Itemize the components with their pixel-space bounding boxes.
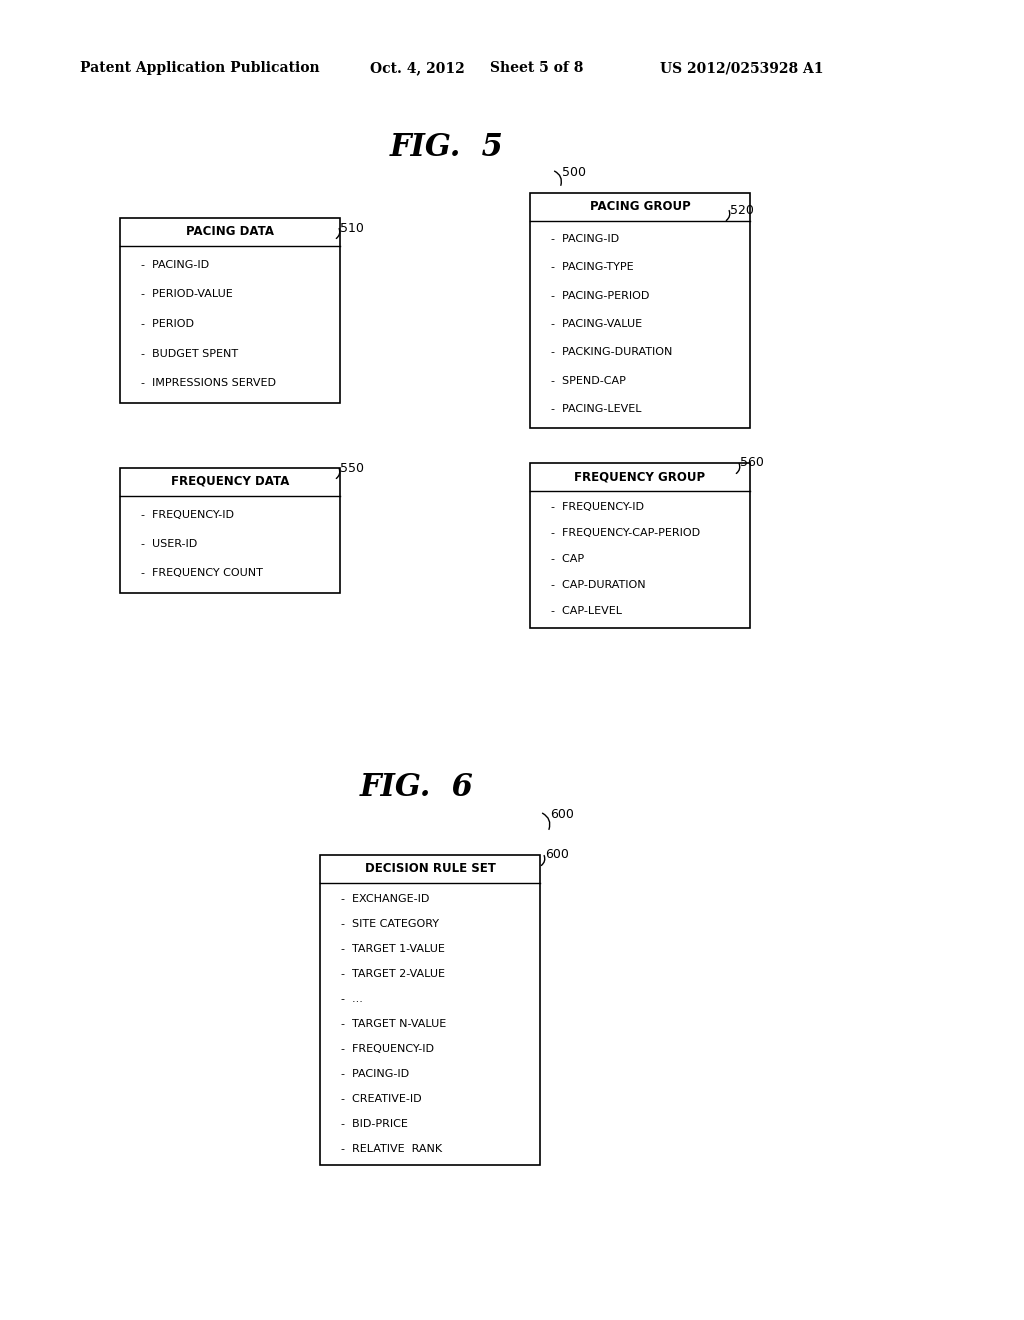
Text: -  EXCHANGE-ID: - EXCHANGE-ID bbox=[334, 894, 429, 904]
Text: Oct. 4, 2012: Oct. 4, 2012 bbox=[370, 61, 465, 75]
Text: -  FREQUENCY-ID: - FREQUENCY-ID bbox=[544, 503, 644, 512]
Text: 500: 500 bbox=[562, 165, 586, 178]
Text: -  CAP: - CAP bbox=[544, 554, 584, 564]
Text: -  BID-PRICE: - BID-PRICE bbox=[334, 1119, 408, 1129]
Text: -  SPEND-CAP: - SPEND-CAP bbox=[544, 376, 626, 385]
Text: -  PERIOD: - PERIOD bbox=[134, 319, 194, 329]
Text: -  PACING-ID: - PACING-ID bbox=[544, 234, 620, 244]
Text: FREQUENCY GROUP: FREQUENCY GROUP bbox=[574, 470, 706, 483]
Text: -  FREQUENCY-ID: - FREQUENCY-ID bbox=[334, 1044, 434, 1053]
Bar bbox=[530, 462, 750, 627]
Text: -  IMPRESSIONS SERVED: - IMPRESSIONS SERVED bbox=[134, 379, 276, 388]
Text: -  FREQUENCY COUNT: - FREQUENCY COUNT bbox=[134, 569, 263, 578]
Text: PACING DATA: PACING DATA bbox=[186, 224, 274, 238]
Text: 600: 600 bbox=[545, 849, 569, 862]
Text: -  ...: - ... bbox=[334, 994, 362, 1005]
Text: PACING GROUP: PACING GROUP bbox=[590, 201, 690, 213]
Text: 550: 550 bbox=[340, 462, 364, 474]
Text: -  TARGET 2-VALUE: - TARGET 2-VALUE bbox=[334, 969, 445, 979]
Text: 510: 510 bbox=[340, 222, 364, 235]
Text: -  CREATIVE-ID: - CREATIVE-ID bbox=[334, 1094, 422, 1104]
Text: FIG.  6: FIG. 6 bbox=[360, 772, 474, 804]
Text: -  RELATIVE  RANK: - RELATIVE RANK bbox=[334, 1143, 442, 1154]
Text: -  FREQUENCY-CAP-PERIOD: - FREQUENCY-CAP-PERIOD bbox=[544, 528, 700, 539]
Text: Sheet 5 of 8: Sheet 5 of 8 bbox=[490, 61, 584, 75]
Text: -  TARGET 1-VALUE: - TARGET 1-VALUE bbox=[334, 944, 444, 954]
Text: -  PERIOD-VALUE: - PERIOD-VALUE bbox=[134, 289, 232, 300]
Text: -  PACING-PERIOD: - PACING-PERIOD bbox=[544, 290, 649, 301]
Bar bbox=[319, 855, 540, 1166]
Text: -  PACING-ID: - PACING-ID bbox=[134, 260, 209, 269]
Text: 560: 560 bbox=[740, 457, 764, 470]
Text: FREQUENCY DATA: FREQUENCY DATA bbox=[171, 475, 289, 488]
Text: -  FREQUENCY-ID: - FREQUENCY-ID bbox=[134, 510, 234, 520]
Bar bbox=[120, 218, 340, 403]
Text: -  PACING-VALUE: - PACING-VALUE bbox=[544, 319, 642, 329]
Bar bbox=[120, 467, 340, 593]
Text: -  PACING-TYPE: - PACING-TYPE bbox=[544, 263, 634, 272]
Text: -  TARGET N-VALUE: - TARGET N-VALUE bbox=[334, 1019, 446, 1030]
Text: US 2012/0253928 A1: US 2012/0253928 A1 bbox=[660, 61, 823, 75]
Text: -  CAP-LEVEL: - CAP-LEVEL bbox=[544, 606, 622, 615]
Text: -  PACKING-DURATION: - PACKING-DURATION bbox=[544, 347, 673, 358]
Text: FIG.  5: FIG. 5 bbox=[390, 132, 504, 164]
Text: 600: 600 bbox=[550, 808, 573, 821]
Bar bbox=[530, 193, 750, 428]
Text: Patent Application Publication: Patent Application Publication bbox=[80, 61, 319, 75]
Text: -  CAP-DURATION: - CAP-DURATION bbox=[544, 579, 645, 590]
Text: -  PACING-LEVEL: - PACING-LEVEL bbox=[544, 404, 641, 414]
Text: DECISION RULE SET: DECISION RULE SET bbox=[365, 862, 496, 875]
Text: 520: 520 bbox=[730, 203, 754, 216]
Text: -  USER-ID: - USER-ID bbox=[134, 539, 198, 549]
Text: -  SITE CATEGORY: - SITE CATEGORY bbox=[334, 919, 439, 929]
Text: -  BUDGET SPENT: - BUDGET SPENT bbox=[134, 348, 239, 359]
Text: -  PACING-ID: - PACING-ID bbox=[334, 1069, 410, 1078]
